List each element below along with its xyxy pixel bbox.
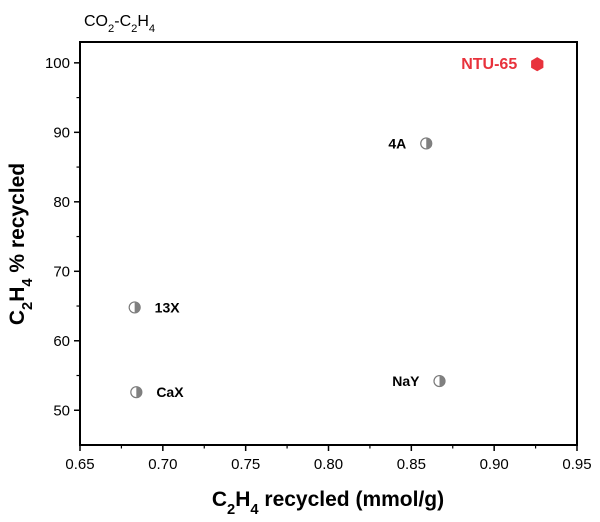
point-marker-fill bbox=[439, 375, 445, 387]
y-tick-label: 60 bbox=[53, 333, 70, 350]
x-tick-label: 0.95 bbox=[562, 456, 591, 473]
corner-label: CO2-C2H4 bbox=[84, 13, 155, 35]
x-tick-label: 0.65 bbox=[65, 456, 94, 473]
x-tick-label: 0.90 bbox=[480, 456, 509, 473]
x-tick-label: 0.70 bbox=[148, 456, 177, 473]
plot-frame bbox=[79, 41, 578, 446]
y-tick-label: 80 bbox=[53, 194, 70, 211]
x-axis-label: C2H4 recycled (mmol/g) bbox=[212, 488, 444, 518]
point-label: 13X bbox=[155, 299, 181, 315]
y-tick-label: 50 bbox=[53, 402, 70, 419]
point-cax: CaX bbox=[130, 384, 184, 400]
x-tick-label: 0.80 bbox=[314, 456, 343, 473]
point-13x: 13X bbox=[128, 299, 181, 315]
y-tick-label: 90 bbox=[53, 124, 70, 141]
point-marker-fill bbox=[134, 301, 141, 313]
point-label: 4A bbox=[388, 135, 406, 151]
point-marker bbox=[531, 57, 544, 72]
point-marker-fill bbox=[136, 386, 142, 398]
point-ntu-65: NTU-65 bbox=[461, 56, 544, 73]
point-marker-fill bbox=[426, 137, 432, 149]
x-tick-label: 0.85 bbox=[397, 456, 426, 473]
point-nay: NaY bbox=[392, 373, 446, 389]
y-axis-label: C2H4 % recycled bbox=[6, 163, 36, 325]
y-tick-label: 70 bbox=[53, 263, 70, 280]
point-label: CaX bbox=[156, 384, 184, 400]
point-4a: 4A bbox=[388, 135, 433, 151]
point-label: NTU-65 bbox=[461, 56, 517, 73]
y-tick-label: 100 bbox=[45, 55, 70, 72]
x-tick-label: 0.75 bbox=[231, 456, 260, 473]
point-label: NaY bbox=[392, 373, 420, 389]
